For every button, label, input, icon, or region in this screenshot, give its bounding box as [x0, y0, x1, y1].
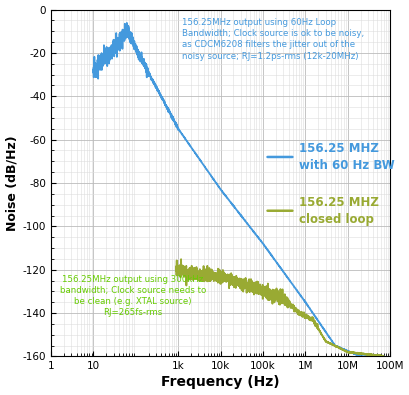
Y-axis label: Noise (dB/Hz): Noise (dB/Hz): [6, 135, 18, 231]
Text: 156.25MHz output using 300kHz
bandwidth; Clock source needs to
be clean (e.g. XT: 156.25MHz output using 300kHz bandwidth;…: [59, 275, 205, 317]
X-axis label: Frequency (Hz): Frequency (Hz): [161, 375, 279, 389]
Text: 156.25MHz output using 60Hz Loop
Bandwidth; Clock source is ok to be noisy,
as C: 156.25MHz output using 60Hz Loop Bandwid…: [181, 18, 363, 60]
Text: 156.25 MHZ
with 60 Hz BW: 156.25 MHZ with 60 Hz BW: [298, 142, 393, 172]
Text: 156.25 MHZ
closed loop: 156.25 MHZ closed loop: [298, 196, 378, 226]
